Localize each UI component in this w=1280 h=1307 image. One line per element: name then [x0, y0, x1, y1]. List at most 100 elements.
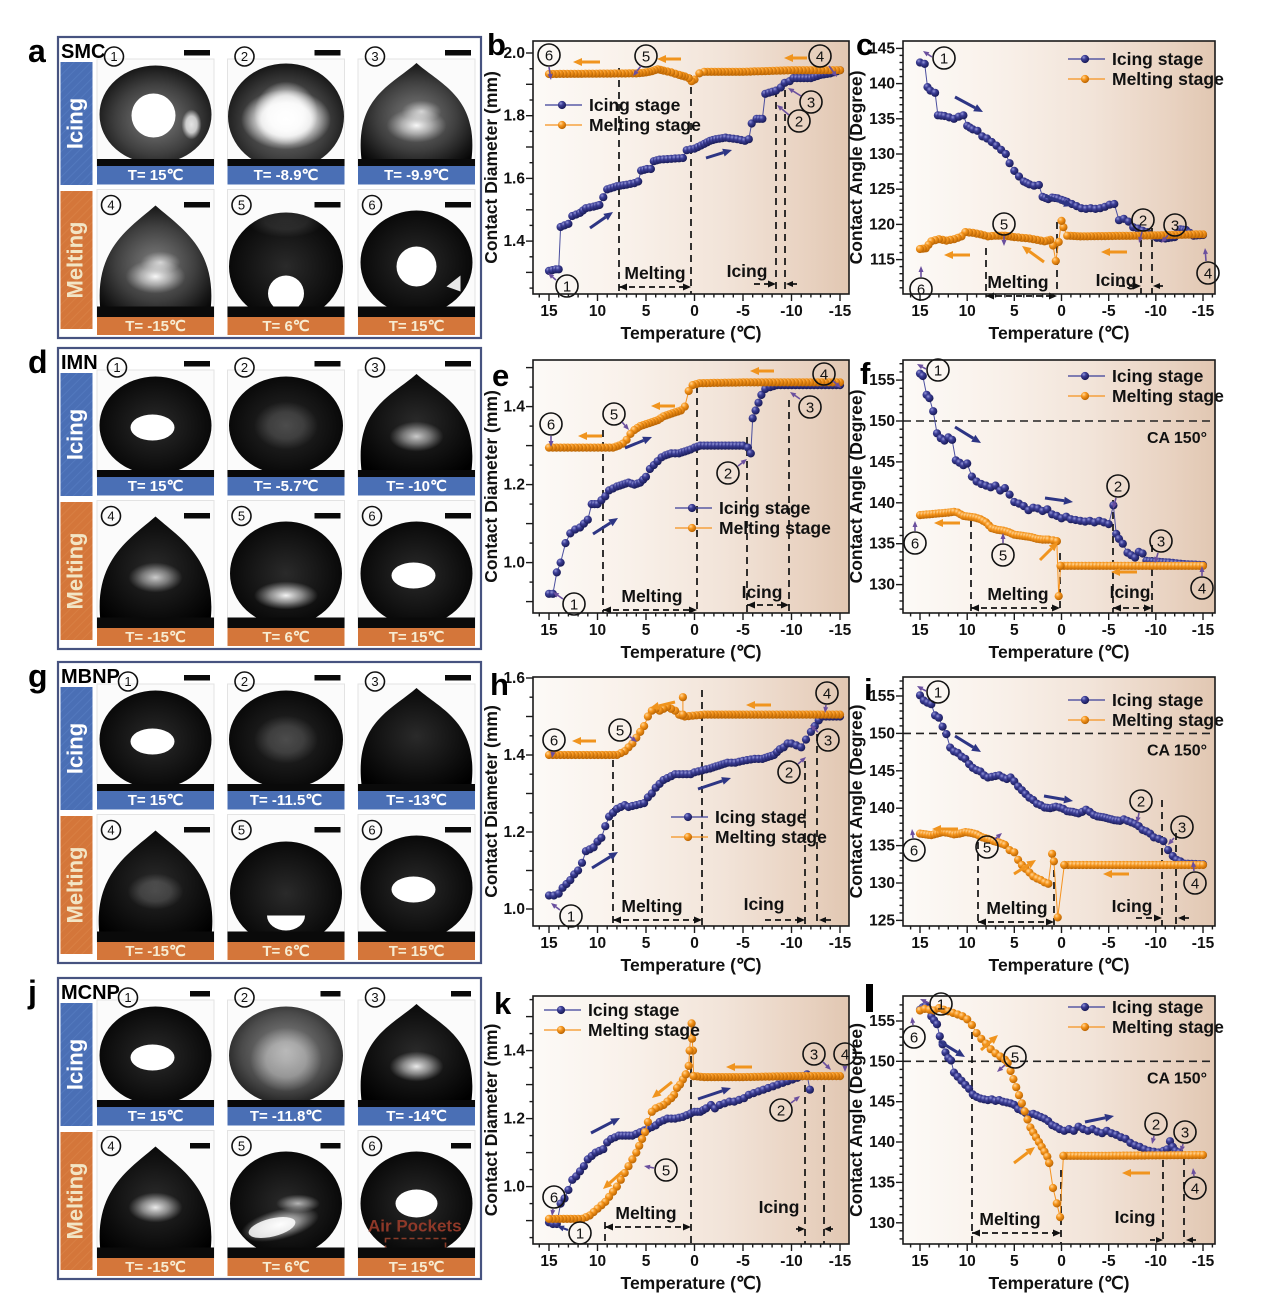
- svg-text:-10: -10: [780, 303, 802, 320]
- svg-text:5: 5: [642, 48, 650, 65]
- svg-text:T= 15℃: T= 15℃: [389, 943, 445, 960]
- svg-text:5: 5: [1000, 216, 1008, 233]
- svg-text:4: 4: [107, 509, 114, 524]
- svg-text:T= -15℃: T= -15℃: [125, 318, 186, 335]
- svg-text:15: 15: [911, 1253, 929, 1270]
- svg-text:135: 135: [869, 838, 895, 855]
- svg-text:5: 5: [1010, 622, 1019, 639]
- svg-text:Icing: Icing: [63, 1039, 88, 1090]
- svg-text:Icing: Icing: [63, 723, 88, 774]
- svg-text:Icing: Icing: [727, 261, 768, 281]
- svg-text:T= -11.8℃: T= -11.8℃: [250, 1108, 322, 1125]
- svg-text:k: k: [494, 986, 512, 1021]
- svg-text:3: 3: [371, 360, 378, 375]
- svg-text:-5: -5: [736, 303, 750, 320]
- svg-text:6: 6: [368, 823, 375, 838]
- svg-text:T= 6℃: T= 6℃: [262, 318, 309, 335]
- svg-text:1.4: 1.4: [503, 747, 525, 764]
- svg-text:4: 4: [107, 823, 114, 838]
- svg-text:3: 3: [371, 49, 378, 64]
- svg-text:Melting stage: Melting stage: [589, 115, 701, 135]
- svg-text:-5: -5: [736, 622, 750, 639]
- svg-text:1.2: 1.2: [503, 477, 525, 494]
- svg-text:1: 1: [934, 684, 942, 701]
- svg-text:155: 155: [869, 372, 895, 389]
- svg-text:1.4: 1.4: [503, 1043, 525, 1060]
- svg-text:0: 0: [1057, 303, 1066, 320]
- svg-text:d: d: [28, 344, 48, 380]
- svg-text:10: 10: [589, 303, 606, 320]
- svg-text:5: 5: [1010, 303, 1019, 320]
- svg-text:15: 15: [911, 303, 929, 320]
- svg-text:T= 6℃: T= 6℃: [262, 629, 309, 646]
- svg-text:140: 140: [869, 495, 895, 512]
- svg-text:3: 3: [807, 94, 815, 111]
- svg-text:5: 5: [238, 198, 245, 213]
- svg-text:e: e: [492, 358, 509, 393]
- svg-text:1: 1: [940, 50, 948, 67]
- svg-text:2: 2: [795, 113, 803, 130]
- svg-text:-15: -15: [829, 1253, 852, 1270]
- svg-text:0: 0: [690, 935, 699, 952]
- svg-text:Temperature (℃): Temperature (℃): [621, 955, 762, 975]
- svg-text:Melting: Melting: [63, 847, 88, 924]
- svg-text:6: 6: [545, 47, 553, 64]
- svg-text:IMN: IMN: [61, 352, 98, 374]
- svg-text:3: 3: [1181, 1124, 1189, 1141]
- svg-text:115: 115: [870, 252, 895, 269]
- svg-text:Melting stage: Melting stage: [1112, 710, 1224, 730]
- svg-text:140: 140: [869, 800, 895, 817]
- svg-text:Melting: Melting: [621, 896, 682, 916]
- svg-text:h: h: [490, 667, 509, 702]
- svg-text:Icing stage: Icing stage: [589, 95, 681, 115]
- svg-text:-10: -10: [1145, 935, 1167, 952]
- svg-text:Temperature (℃): Temperature (℃): [621, 642, 762, 662]
- svg-text:-15: -15: [1192, 1253, 1215, 1270]
- svg-text:0: 0: [1057, 1253, 1066, 1270]
- svg-text:T= 15℃: T= 15℃: [128, 167, 184, 184]
- svg-text:2.0: 2.0: [503, 45, 525, 62]
- svg-text:Temperature (℃): Temperature (℃): [989, 323, 1130, 343]
- svg-text:5: 5: [999, 547, 1007, 564]
- svg-text:T= -5.7℃: T= -5.7℃: [254, 478, 319, 495]
- svg-text:Melting stage: Melting stage: [1112, 1017, 1224, 1037]
- svg-text:130: 130: [869, 875, 895, 892]
- svg-text:1: 1: [934, 362, 942, 379]
- svg-text:120: 120: [869, 216, 895, 233]
- svg-text:145: 145: [869, 763, 895, 780]
- svg-text:15: 15: [540, 622, 558, 639]
- svg-text:4: 4: [107, 198, 114, 213]
- svg-text:1.0: 1.0: [503, 555, 525, 572]
- svg-text:Icing stage: Icing stage: [1112, 997, 1204, 1017]
- svg-text:5: 5: [642, 303, 651, 320]
- svg-text:T= 6℃: T= 6℃: [262, 943, 309, 960]
- svg-text:1: 1: [567, 908, 575, 925]
- svg-text:T= -13℃: T= -13℃: [386, 792, 447, 809]
- svg-text:10: 10: [959, 622, 976, 639]
- svg-text:Icing: Icing: [1110, 582, 1151, 602]
- svg-text:g: g: [28, 658, 48, 694]
- svg-text:Melting: Melting: [621, 586, 682, 606]
- svg-text:Melting stage: Melting stage: [1112, 386, 1224, 406]
- svg-text:155: 155: [869, 688, 895, 705]
- svg-text:15: 15: [911, 935, 929, 952]
- svg-text:Icing stage: Icing stage: [719, 498, 811, 518]
- svg-text:130: 130: [869, 146, 895, 163]
- svg-text:135: 135: [869, 111, 895, 128]
- svg-text:0: 0: [1057, 622, 1066, 639]
- svg-text:6: 6: [368, 509, 375, 524]
- svg-text:Melting: Melting: [986, 898, 1047, 918]
- svg-text:4: 4: [107, 1139, 114, 1154]
- svg-text:1: 1: [113, 360, 120, 375]
- svg-text:6: 6: [550, 1189, 558, 1206]
- svg-text:3: 3: [806, 399, 814, 416]
- svg-text:Icing: Icing: [1115, 1207, 1156, 1227]
- svg-text:6: 6: [547, 416, 555, 433]
- svg-text:Temperature (℃): Temperature (℃): [989, 955, 1130, 975]
- svg-text:Icing: Icing: [759, 1197, 800, 1217]
- svg-text:150: 150: [869, 1053, 895, 1070]
- svg-text:Melting stage: Melting stage: [1112, 69, 1224, 89]
- svg-text:Contact Diameter (mm): Contact Diameter (mm): [481, 71, 501, 264]
- svg-text:1.8: 1.8: [503, 108, 525, 125]
- svg-text:-15: -15: [1192, 935, 1215, 952]
